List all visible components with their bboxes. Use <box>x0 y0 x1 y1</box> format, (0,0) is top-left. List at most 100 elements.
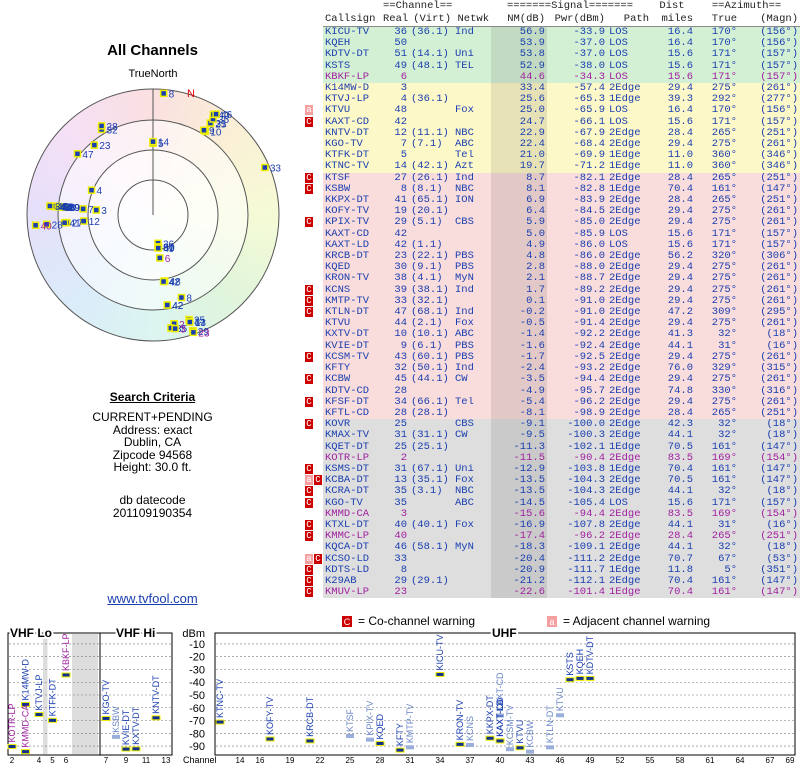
cell-nm: 4.8 <box>491 251 547 263</box>
cell-true: 275° <box>711 273 738 285</box>
warning-cell <box>305 206 323 218</box>
cell-virt <box>409 565 453 576</box>
cell-true: 31° <box>718 340 738 352</box>
x-tick-label: 14 <box>236 756 245 765</box>
x-tick-label: 46 <box>556 756 565 765</box>
warning-icon: C <box>305 486 313 497</box>
cell-callsign: KMMC-LP <box>325 531 370 543</box>
cell-callsign: KQET-DT <box>325 441 370 453</box>
cell-path: 2Edge <box>609 307 641 319</box>
station-channel-label: 25 <box>194 316 206 327</box>
cell-dist: 39.3 <box>667 94 694 106</box>
cell-pwr: -100.3 <box>567 430 605 442</box>
station-channel-label: 51 <box>163 243 175 254</box>
cell-dist: 56.2 <box>667 251 694 263</box>
warning-cell <box>305 60 323 72</box>
signal-marker <box>515 745 525 751</box>
cell-callsign: KFTL-CD <box>325 407 370 419</box>
gap-band <box>72 634 98 754</box>
cell-magn: (251°) <box>760 407 799 419</box>
cell-network <box>453 442 491 453</box>
station-row: KTNC-TV 14 (42.1) Azt 19.7 -71.2 1Edge 11.0 360°… <box>305 161 800 173</box>
cell-dist: 29.4 <box>667 139 694 151</box>
cell-real: 3 <box>400 83 407 95</box>
cell-dist: 70.7 <box>667 553 694 565</box>
cell-true: 275° <box>711 374 738 386</box>
station-row: C KTSF 27 (26.1) Ind 8.7 -82.1 2Edge 28.4 265° (25… <box>305 172 800 184</box>
cell-network: Fox <box>455 318 474 330</box>
cell-pwr: -104.3 <box>567 475 605 487</box>
warning-cell <box>305 38 323 50</box>
cell-real: 39 <box>394 284 407 296</box>
cell-nm: 22.9 <box>491 127 547 140</box>
cell-pwr: -96.2 <box>573 396 605 408</box>
link-wrap: www.tvfool.com <box>0 591 305 606</box>
station-marker <box>261 163 269 172</box>
cell-true: 161° <box>711 475 738 487</box>
cell-pwr: -101.4 <box>567 587 605 599</box>
group-header: ==Azimuth== <box>695 0 800 13</box>
x-tick-label: 22 <box>316 756 325 765</box>
cell-true: 309° <box>711 307 738 319</box>
cell-pwr: -111.7 <box>567 564 605 576</box>
x-tick-label: 37 <box>466 756 475 765</box>
cell-magn: (261°) <box>760 396 799 408</box>
cell-callsign: KMAX-TV <box>325 430 370 442</box>
cell-callsign: KGO-TV <box>325 497 363 509</box>
group-header: ==Channel== <box>383 0 453 13</box>
warning-icon: C <box>305 419 313 430</box>
datecode: 201109190354 <box>112 505 193 520</box>
station-row: C KTXL-DT 40 (40.1) Fox -16.9 -107.8 2Edge 44.1 3… <box>305 519 800 532</box>
cell-magn: (157°) <box>760 239 799 251</box>
cell-magn: (157°) <box>760 60 799 72</box>
cell-callsign: KXTV-DT <box>325 329 370 341</box>
tvfool-link[interactable]: www.tvfool.com <box>107 591 198 606</box>
cell-dist: 15.6 <box>667 116 694 128</box>
warning-icon: C <box>305 351 313 362</box>
cell-nm: -1.7 <box>491 351 547 364</box>
cell-real: 33 <box>394 553 407 565</box>
signal-callsign: KTNC-TV <box>215 679 225 718</box>
warning-cell: C <box>305 172 323 184</box>
cell-true: 32° <box>718 486 738 498</box>
cell-path: LOS <box>609 105 628 117</box>
cell-path: 2Edge <box>609 452 641 464</box>
group-header <box>453 0 491 13</box>
station-marker <box>159 89 168 98</box>
station-row: KTVJ-LP 4 (36.1) 25.6 -65.3 1Edge 39.3 292° (277… <box>305 94 800 106</box>
cell-nm: -13.5 <box>491 475 547 487</box>
band-label: VHF Lo <box>10 626 52 640</box>
cell-virt: (14.1) <box>411 49 449 61</box>
cell-network <box>453 576 491 587</box>
signal-callsign: KICU-TV <box>435 634 445 670</box>
cell-callsign: KCSM-TV <box>325 351 370 363</box>
cell-nm: -4.9 <box>491 385 547 397</box>
warning-cell <box>305 127 323 140</box>
cell-nm: 6.4 <box>491 206 547 218</box>
cell-real: 4 <box>400 94 407 106</box>
warning-cell: C <box>305 183 323 196</box>
warning-cell: C <box>305 307 323 319</box>
cell-pwr: -83.9 <box>573 195 605 207</box>
signal-callsign: KXTV-DT <box>131 706 141 745</box>
cell-real: 42 <box>394 116 407 128</box>
cell-callsign: KDTV-CD <box>325 385 370 397</box>
cell-nm: -3.5 <box>491 374 547 386</box>
cell-network: PBS <box>455 262 474 274</box>
cell-callsign: KOVR <box>325 419 351 431</box>
cell-magn: (316°) <box>760 385 799 397</box>
cell-callsign: KTVU <box>325 318 351 330</box>
cell-dist: 70.4 <box>667 575 694 587</box>
signal-marker <box>466 743 474 748</box>
cell-real: 8 <box>400 183 407 195</box>
cell-real: 23 <box>394 251 407 263</box>
cell-virt: (50.1) <box>411 363 449 375</box>
cell-path: 2Edge <box>609 295 641 307</box>
cell-path: 2Edge <box>609 553 641 565</box>
station-channel-label: 42 <box>172 301 184 312</box>
station-row: C KCNS 39 (38.1) Ind 1.7 -89.2 2Edge 29.4 275° (26… <box>305 284 800 296</box>
cell-path: 1Edge <box>609 463 641 475</box>
warning-icon: C <box>305 575 313 586</box>
cell-callsign: KTXL-DT <box>325 519 370 531</box>
